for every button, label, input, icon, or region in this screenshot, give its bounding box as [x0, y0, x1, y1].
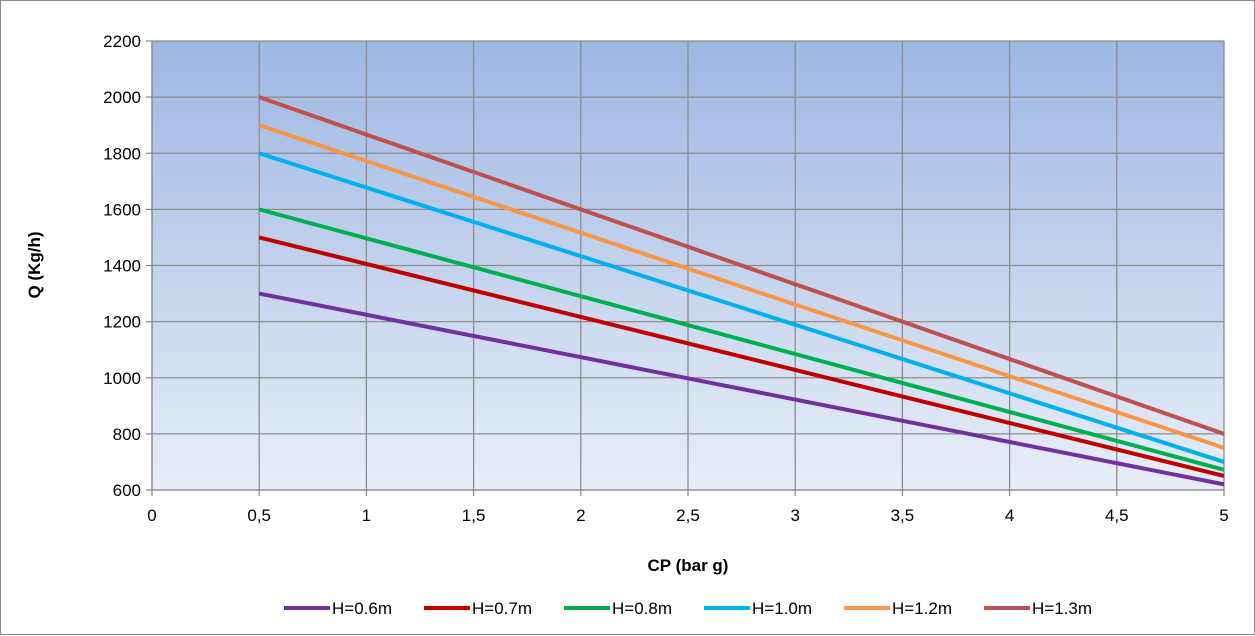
legend-label: H=0.6m [332, 599, 392, 618]
x-tick-label: 0,5 [247, 506, 271, 525]
legend-item: H=1.3m [984, 599, 1092, 618]
x-tick-label: 1,5 [462, 506, 486, 525]
legend-label: H=1.0m [752, 599, 812, 618]
x-axis-title: CP (bar g) [648, 556, 729, 575]
y-axis-title: Q (Kg/h) [25, 231, 44, 298]
x-tick-label: 2 [576, 506, 585, 525]
legend: H=0.6m H=0.7m H=0.8m H=1.0m H=1.2m H=1.3m [284, 599, 1092, 618]
y-tick-label: 600 [113, 481, 141, 500]
y-tick-label: 1400 [103, 257, 141, 276]
legend-label: H=0.7m [472, 599, 532, 618]
axes [146, 40, 1225, 496]
x-tick-label: 3,5 [891, 506, 915, 525]
x-tick-label: 1 [362, 506, 371, 525]
y-tick-label: 1000 [103, 369, 141, 388]
series-line-H=0.6m [258, 291, 1225, 487]
series-line-H=1.0m [258, 151, 1225, 464]
x-tick-label: 2,5 [676, 506, 700, 525]
series-line-H=1.3m [258, 95, 1225, 436]
legend-label: H=1.2m [892, 599, 952, 618]
legend-label: H=1.3m [1032, 599, 1092, 618]
y-tick-label: 800 [113, 425, 141, 444]
y-tick-label: 1800 [103, 144, 141, 163]
legend-item: H=1.2m [844, 599, 952, 618]
legend-label: H=0.8m [612, 599, 672, 618]
series-line-H=0.7m [258, 235, 1225, 478]
x-tick-label: 4,5 [1105, 506, 1129, 525]
series-lines [258, 95, 1225, 487]
y-tick-label: 1600 [103, 200, 141, 219]
legend-item: H=0.6m [284, 599, 392, 618]
legend-item: H=0.7m [424, 599, 532, 618]
y-tick-label: 2000 [103, 88, 141, 107]
x-tick-labels: 0 0,5 1 1,5 2 2,5 3 3,5 4 4,5 5 [147, 506, 1228, 525]
y-tick-label: 2200 [103, 32, 141, 51]
x-tick-label: 0 [147, 506, 156, 525]
y-tick-labels: 600 800 1000 1200 1400 1600 1800 2000 2200 [103, 32, 141, 500]
legend-item: H=0.8m [564, 599, 672, 618]
y-tick-label: 1200 [103, 313, 141, 332]
x-tick-label: 4 [1005, 506, 1014, 525]
x-tick-label: 3 [790, 506, 799, 525]
legend-item: H=1.0m [704, 599, 812, 618]
series-line-H=1.2m [258, 123, 1225, 450]
x-tick-label: 5 [1219, 506, 1228, 525]
series-line-H=0.8m [258, 207, 1225, 472]
